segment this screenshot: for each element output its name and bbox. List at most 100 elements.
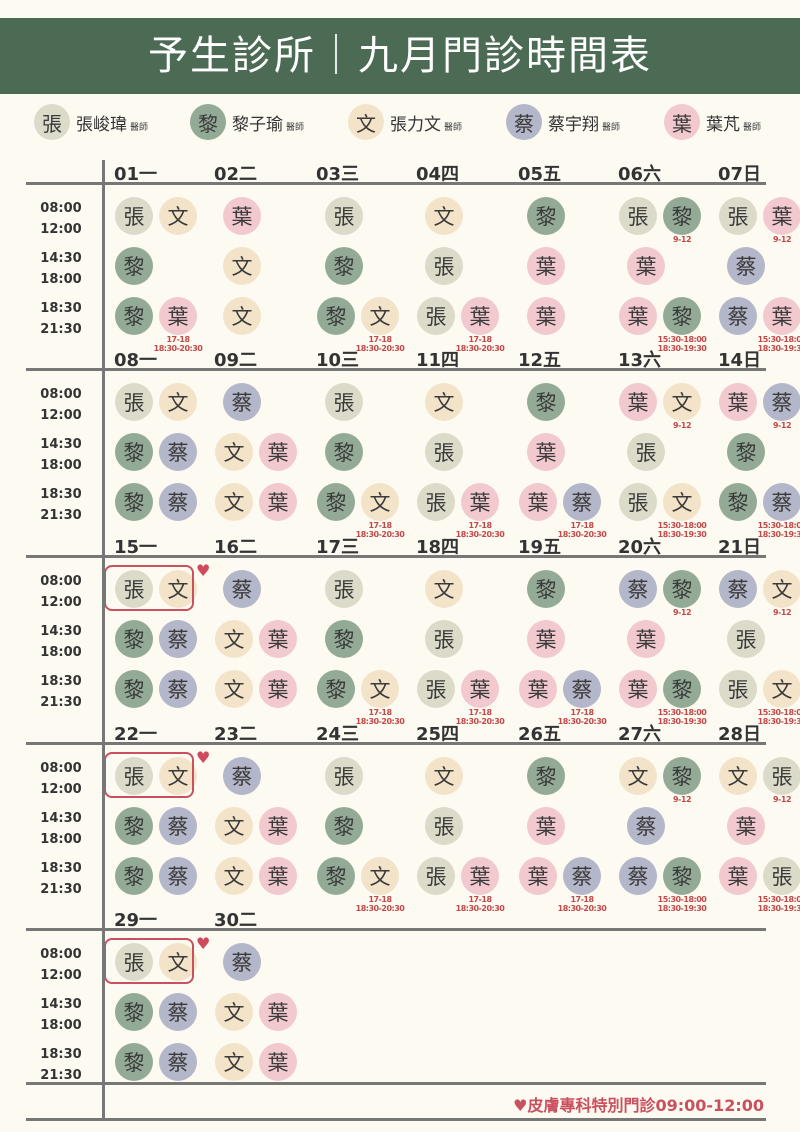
doctor-badge: 黎 [527, 757, 565, 795]
day-label: 04四 [416, 164, 460, 185]
doctor-badge: 張 [115, 383, 153, 421]
doctor-badge: 黎 [663, 857, 701, 895]
day-label: 26五 [518, 724, 562, 745]
hours-note: 9-12 [672, 235, 692, 244]
day-label: 14日 [718, 350, 762, 371]
hours-note: 17-18 18:30-20:30 [153, 335, 203, 353]
doctor-badge: 文 [425, 383, 463, 421]
doctor-badge: 文 [348, 104, 384, 140]
day-label: 16二 [214, 537, 258, 558]
time-label: 08:00 12:00 [40, 201, 82, 237]
hours-note: 17-18 18:30-20:30 [355, 335, 405, 353]
doctor-badge: 文 [361, 857, 399, 895]
doctor-badge: 張 [34, 104, 70, 140]
doctor-badge: 蔡 [159, 433, 197, 471]
doctor-badge: 張 [763, 757, 800, 795]
doctor-badge: 文 [215, 483, 253, 521]
divider-line [26, 928, 766, 931]
doctor-badge: 蔡 [159, 807, 197, 845]
hours-note: 17-18 18:30-20:30 [557, 521, 607, 539]
doctor-badge: 蔡 [159, 620, 197, 658]
legend-item: 蔡蔡宇翔 醫師 [506, 104, 620, 140]
doctor-badge: 文 [361, 297, 399, 335]
doctor-title: 醫師 [602, 122, 621, 133]
doctor-badge: 張 [115, 757, 153, 795]
time-label: 14:30 18:00 [40, 811, 82, 847]
doctor-badge: 張 [417, 483, 455, 521]
hours-note: 17-18 18:30-20:30 [455, 335, 505, 353]
page-title: 予生診所｜九月門診時間表 [0, 18, 800, 94]
day-label: 05五 [518, 164, 562, 185]
doctor-badge: 文 [215, 993, 253, 1031]
day-label: 19五 [518, 537, 562, 558]
day-label: 17三 [316, 537, 360, 558]
special-clinic-box [104, 565, 194, 611]
doctor-badge: 蔡 [159, 993, 197, 1031]
day-label: 06六 [618, 164, 662, 185]
doctor-badge: 張 [619, 483, 657, 521]
doctor-badge: 葉 [259, 807, 297, 845]
doctor-badge: 張 [763, 857, 800, 895]
hours-note: 9-12 [672, 795, 692, 804]
doctor-badge: 黎 [317, 297, 355, 335]
doctor-badge: 葉 [461, 297, 499, 335]
hours-note: 17-18 18:30-20:30 [355, 895, 405, 913]
special-clinic-note: ♥皮膚專科特別門診09:00-12:00 [513, 1092, 764, 1116]
doctor-badge: 葉 [719, 383, 757, 421]
doctor-badge: 黎 [527, 570, 565, 608]
doctor-badge: 葉 [527, 247, 565, 285]
doctor-badge: 黎 [115, 670, 153, 708]
doctor-badge: 蔡 [223, 383, 261, 421]
doctor-badge: 蔡 [727, 247, 765, 285]
doctor-badge: 文 [215, 433, 253, 471]
doctor-badge: 蔡 [159, 857, 197, 895]
doctor-badge: 葉 [619, 297, 657, 335]
doctor-badge: 張 [627, 433, 665, 471]
hours-note: 17-18 18:30-20:30 [455, 895, 505, 913]
hours-note: 17-18 18:30-20:30 [557, 895, 607, 913]
day-label: 27六 [618, 724, 662, 745]
day-label: 23二 [214, 724, 258, 745]
doctor-badge: 文 [215, 620, 253, 658]
doctor-badge: 黎 [527, 383, 565, 421]
doctor-badge: 黎 [317, 483, 355, 521]
doctor-badge: 葉 [259, 620, 297, 658]
doctor-badge: 文 [425, 197, 463, 235]
doctor-badge: 葉 [259, 670, 297, 708]
doctor-title: 醫師 [743, 122, 762, 133]
legend-item: 黎黎子瑜 醫師 [190, 104, 304, 140]
footnote-text: 皮膚專科特別門診09:00-12:00 [527, 1096, 764, 1115]
doctor-name: 葉芃 [706, 114, 740, 135]
hours-note: 17-18 18:30-20:30 [455, 521, 505, 539]
doctor-badge: 黎 [115, 1043, 153, 1081]
doctor-badge: 葉 [719, 857, 757, 895]
doctor-badge: 葉 [527, 297, 565, 335]
doctor-badge: 黎 [317, 670, 355, 708]
day-label: 29一 [114, 910, 158, 931]
doctor-badge: 張 [325, 757, 363, 795]
doctor-name: 張力文 [390, 114, 441, 135]
doctor-badge: 張 [325, 570, 363, 608]
doctor-badge: 黎 [115, 297, 153, 335]
doctor-badge: 文 [425, 757, 463, 795]
doctor-badge: 文 [215, 857, 253, 895]
doctor-name: 張峻瑋 [76, 114, 127, 135]
day-label: 18四 [416, 537, 460, 558]
doctor-badge: 黎 [115, 483, 153, 521]
doctor-badge: 葉 [223, 197, 261, 235]
doctor-badge: 張 [325, 197, 363, 235]
doctor-badge: 葉 [259, 993, 297, 1031]
doctor-badge: 蔡 [563, 857, 601, 895]
doctor-badge: 張 [417, 297, 455, 335]
doctor-badge: 張 [719, 670, 757, 708]
doctor-badge: 黎 [115, 807, 153, 845]
divider-line [26, 1118, 766, 1121]
time-label: 08:00 12:00 [40, 387, 82, 423]
doctor-badge: 文 [361, 483, 399, 521]
day-label: 11四 [416, 350, 460, 371]
doctor-badge: 葉 [527, 807, 565, 845]
doctor-name: 蔡宇翔 [548, 114, 599, 135]
doctor-badge: 文 [159, 943, 197, 981]
